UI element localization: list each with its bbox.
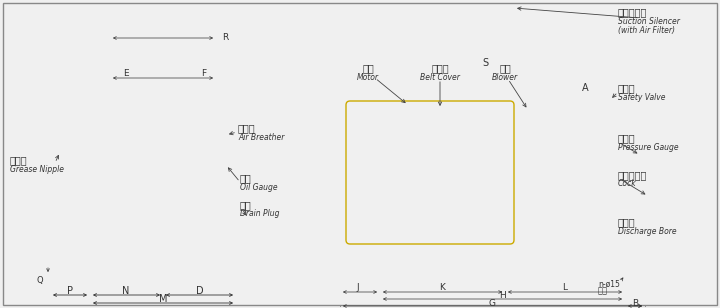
Text: 地脚: 地脚	[598, 286, 608, 295]
Bar	[145, 13, 181, 41]
Bar	[470, 33, 565, 58]
Bar	[340, 78, 645, 253]
Text: Blower: Blower	[492, 72, 518, 82]
Text: L: L	[562, 283, 567, 293]
Bar	[612, 110, 637, 222]
Text: 压力表开关: 压力表开关	[618, 170, 647, 180]
Text: 排出口: 排出口	[618, 217, 636, 227]
Text: 风机: 风机	[499, 63, 511, 73]
Bar	[520, 220, 550, 238]
Text: Drain Plug: Drain Plug	[240, 209, 279, 218]
Bar	[248, 148, 266, 164]
Bar	[55, 128, 100, 183]
Text: 皮带罩: 皮带罩	[431, 63, 449, 73]
Text: S: S	[482, 58, 488, 68]
Text: 吸入消音器: 吸入消音器	[618, 7, 647, 17]
Bar	[110, 43, 216, 75]
Text: 电机: 电机	[362, 63, 374, 73]
Text: Oil Gauge: Oil Gauge	[240, 183, 278, 192]
Text: Cock: Cock	[618, 180, 636, 188]
Text: P: P	[67, 286, 73, 296]
Bar	[90, 257, 236, 275]
Text: B: B	[632, 298, 638, 307]
Text: E: E	[123, 70, 129, 79]
Text: n-ø15: n-ø15	[598, 279, 620, 289]
Text: D: D	[196, 286, 204, 296]
Text: H: H	[499, 290, 505, 299]
Bar	[60, 135, 78, 170]
Bar	[312, 135, 340, 205]
Text: Motor: Motor	[357, 72, 379, 82]
Bar	[100, 100, 226, 215]
Bar	[232, 138, 262, 173]
Text: M: M	[158, 294, 167, 304]
Text: (with Air Filter): (with Air Filter)	[618, 26, 675, 35]
Text: Belt Cover: Belt Cover	[420, 72, 460, 82]
Text: G: G	[488, 298, 495, 307]
Text: Safety Valve: Safety Valve	[618, 92, 665, 102]
Bar	[340, 253, 645, 275]
Text: K: K	[439, 283, 445, 293]
Text: 油标: 油标	[240, 173, 252, 183]
Text: 压力表: 压力表	[618, 133, 636, 143]
Text: J: J	[356, 283, 359, 293]
Bar	[493, 8, 535, 33]
Text: Suction Silencer: Suction Silencer	[618, 18, 680, 26]
Text: 丝堵: 丝堵	[240, 200, 252, 210]
Bar	[113, 107, 213, 208]
Bar	[335, 275, 650, 290]
Text: R: R	[222, 33, 228, 42]
Text: F: F	[202, 70, 207, 79]
Bar	[226, 128, 271, 183]
Text: Air Breather: Air Breather	[238, 132, 284, 141]
Text: N: N	[122, 286, 130, 296]
Text: Q: Q	[37, 275, 43, 285]
Text: A: A	[582, 83, 588, 93]
Text: Grease Nipple: Grease Nipple	[10, 164, 64, 173]
Bar	[520, 98, 550, 116]
Bar	[600, 95, 645, 238]
Text: 黄油杯: 黄油杯	[10, 155, 27, 165]
Bar	[70, 275, 256, 293]
Text: 安全阀: 安全阀	[618, 83, 636, 93]
Text: Pressure Gauge: Pressure Gauge	[618, 143, 679, 152]
Text: 排气体: 排气体	[238, 123, 256, 133]
Text: Discharge Bore: Discharge Bore	[618, 226, 677, 236]
